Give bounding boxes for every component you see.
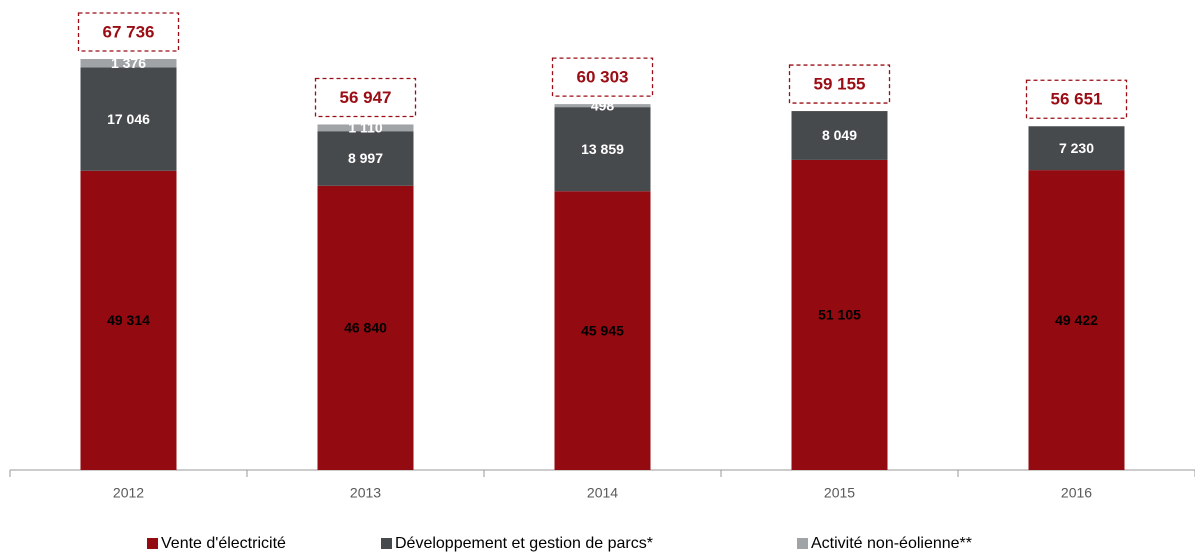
x-tick-label: 2016 — [1061, 485, 1092, 501]
bar-segment — [554, 191, 651, 470]
bar-segment — [80, 67, 177, 171]
value-label: 51 105 — [818, 307, 861, 323]
bar-segment — [1028, 170, 1125, 470]
x-tick-label: 2012 — [113, 485, 144, 501]
value-label: 49 422 — [1055, 312, 1098, 328]
legend-label: Activité non-éolienne** — [811, 535, 972, 552]
value-label: 45 945 — [581, 322, 624, 338]
total-label: 56 947 — [340, 88, 392, 107]
value-label: 7 230 — [1059, 140, 1094, 156]
value-label: 8 997 — [348, 150, 383, 166]
x-tick-label: 2013 — [350, 485, 381, 501]
value-label: 49 314 — [107, 312, 150, 328]
value-label: 17 046 — [107, 111, 150, 127]
bar-segment — [554, 107, 651, 192]
legend-label: Vente d'électricité — [161, 535, 286, 552]
total-label: 67 736 — [103, 22, 155, 41]
total-box — [788, 64, 891, 104]
value-label: 1 376 — [111, 55, 146, 71]
total-box — [314, 77, 417, 118]
bar-segment — [80, 59, 177, 68]
bar-segment — [1028, 126, 1125, 171]
x-tick-label: 2015 — [824, 485, 855, 501]
bar-segment — [317, 131, 414, 186]
legend-label: Développement et gestion de parcs* — [395, 535, 653, 552]
bar-segment — [791, 111, 888, 160]
legend-swatch — [797, 538, 808, 549]
total-box — [551, 57, 654, 97]
value-label: 498 — [591, 97, 615, 113]
total-label: 59 155 — [814, 75, 866, 94]
legend-swatch — [147, 538, 158, 549]
bar-segment — [317, 185, 414, 470]
total-label: 60 303 — [577, 68, 629, 87]
bar-segment — [317, 124, 414, 132]
total-box — [1025, 79, 1128, 119]
bar-segment — [791, 159, 888, 470]
x-tick-label: 2014 — [587, 485, 618, 501]
value-label: 1 110 — [348, 120, 382, 136]
bar-segment — [554, 104, 651, 108]
value-label: 13 859 — [581, 141, 624, 157]
total-box — [77, 12, 180, 52]
value-label: 46 840 — [344, 320, 387, 336]
value-label: 8 049 — [822, 127, 857, 143]
legend-swatch — [381, 538, 392, 549]
total-label: 56 651 — [1051, 90, 1103, 109]
bar-segment — [80, 170, 177, 471]
